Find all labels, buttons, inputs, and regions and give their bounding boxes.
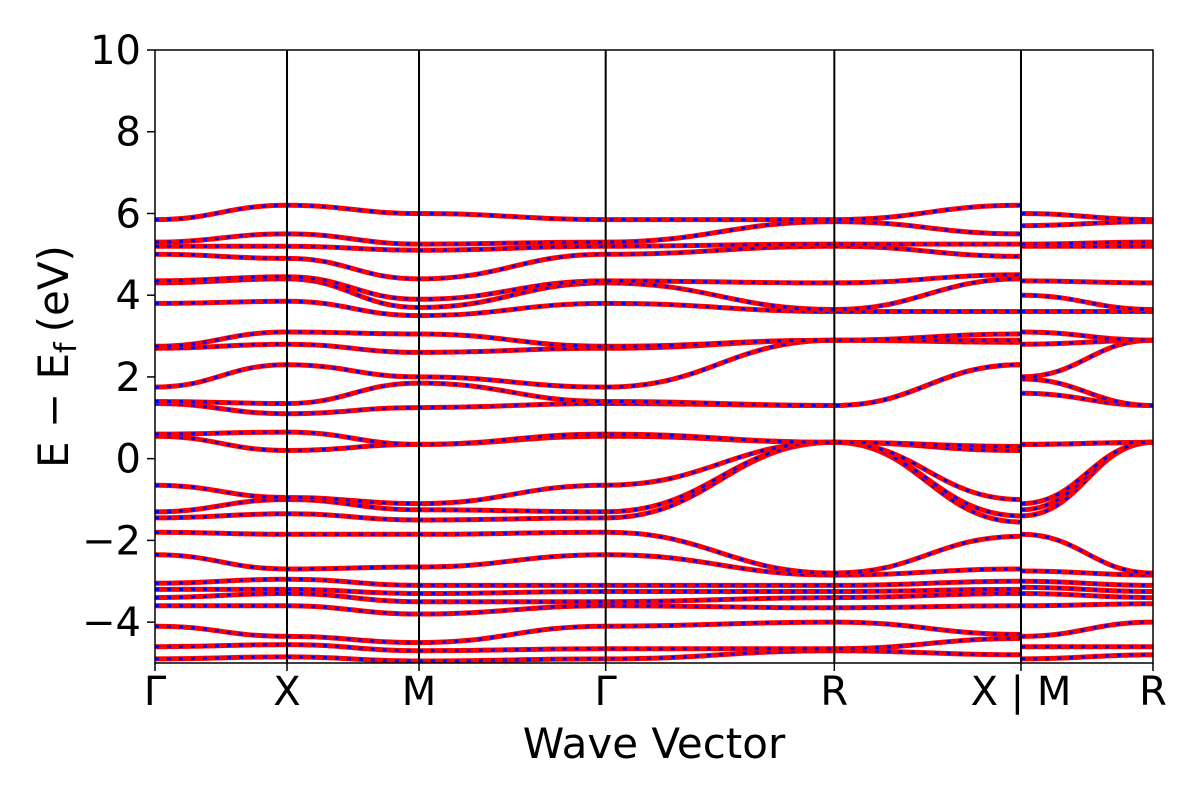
x-tick-label: M bbox=[402, 669, 437, 715]
y-tick-label: 10 bbox=[90, 28, 141, 74]
y-axis-label-unit: (eV) bbox=[29, 245, 78, 332]
band-line-23 bbox=[155, 239, 1153, 253]
x-tick-label: R bbox=[820, 669, 848, 715]
band-line-24 bbox=[155, 219, 1153, 247]
y-tick-label: −2 bbox=[82, 518, 141, 564]
band-dash-0 bbox=[155, 649, 1153, 663]
x-tick-label: X bbox=[273, 669, 300, 715]
y-axis-label: E − Ef (eV) bbox=[29, 245, 84, 468]
band-line-4 bbox=[155, 590, 1153, 605]
y-tick-label: 8 bbox=[116, 110, 141, 156]
y-tick-label: 0 bbox=[116, 437, 141, 483]
band-dash-6 bbox=[155, 577, 1153, 587]
band-dash-5 bbox=[155, 585, 1153, 596]
kpoint-separators bbox=[286, 50, 1022, 663]
band-line-0 bbox=[155, 648, 1153, 663]
band-line-3 bbox=[155, 601, 1153, 617]
band-dash-23 bbox=[155, 240, 1153, 252]
band-line-14 bbox=[155, 362, 1153, 417]
band-dash-1 bbox=[155, 637, 1153, 653]
x-axis-ticks: Γ X M Γ R X | M R bbox=[144, 663, 1167, 715]
x-tick-label: X | M bbox=[971, 669, 1072, 715]
band-line-25 bbox=[155, 202, 1153, 223]
plot-frame bbox=[154, 49, 1154, 664]
band-line-19 bbox=[155, 298, 1153, 319]
band-dash-9 bbox=[155, 440, 1153, 524]
y-axis-label-subscript: f bbox=[49, 341, 84, 353]
x-tick-label: Γ bbox=[595, 669, 618, 715]
y-axis-ticks: 10 8 6 4 2 0 −2 −4 bbox=[82, 28, 155, 646]
band-lines bbox=[155, 202, 1153, 663]
x-tick-label: Γ bbox=[144, 669, 167, 715]
y-tick-label: 4 bbox=[116, 273, 141, 319]
x-axis-label: Wave Vector bbox=[523, 719, 786, 768]
band-line-1 bbox=[155, 636, 1153, 654]
y-tick-label: 2 bbox=[116, 355, 141, 401]
band-line-7 bbox=[155, 552, 1153, 578]
band-dash-14 bbox=[155, 363, 1153, 416]
y-tick-label: 6 bbox=[116, 191, 141, 237]
y-tick-label: −4 bbox=[82, 600, 141, 646]
band-dash-8 bbox=[155, 530, 1153, 575]
band-line-6 bbox=[155, 576, 1153, 588]
x-tick-label: R bbox=[1139, 669, 1167, 715]
y-axis-label-main: E − E bbox=[29, 353, 78, 468]
